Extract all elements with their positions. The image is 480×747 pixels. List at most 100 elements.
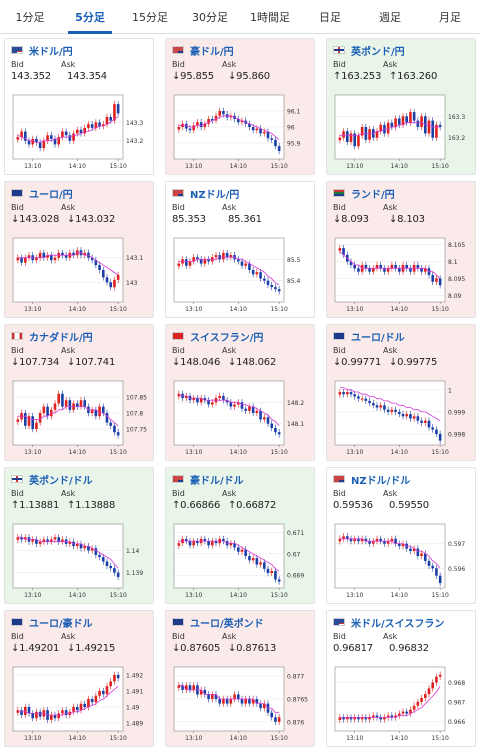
candle (338, 134, 342, 144)
candle (199, 394, 203, 406)
pair-name-link[interactable]: カナダドル/円 (29, 332, 93, 344)
rate-card[interactable]: ユーロ/豪ドル Bid Ask ↓1.49201 ↓1.49215 1.492 1.491 1… (4, 610, 154, 747)
mini-candlestick-chart[interactable]: 107.85 107.8 107.75 13:10 14:10 15:10 (11, 377, 149, 459)
rate-card[interactable]: 豪ドル/円 Bid Ask ↓95.855 ↓95.860 96.1 96 95.9 13:10… (165, 38, 315, 175)
candle (368, 125, 371, 143)
candle (368, 538, 371, 547)
x-tick-label: 15:10 (431, 449, 448, 456)
pair-name-link[interactable]: ユーロ/円 (29, 189, 73, 201)
mini-candlestick-chart[interactable]: 0.671 0.67 0.669 13:10 14:10 15:10 (172, 520, 310, 602)
pair-name-link[interactable]: 米ドル/スイスフラン (351, 618, 445, 630)
mini-candlestick-chart[interactable]: 148.2 148.1 13:10 14:10 15:10 (172, 377, 310, 459)
candle (23, 703, 27, 719)
candle (94, 256, 98, 269)
y-tick-label: 0.968 (448, 680, 465, 687)
y-tick-label: 143.1 (126, 255, 143, 262)
rate-card[interactable]: 英ポンド/ドル Bid Ask ↑1.13881 ↑1.13888 1.14 1.139 13… (4, 467, 154, 604)
candle (16, 707, 20, 716)
moving-average-line (17, 252, 119, 276)
pair-name-link[interactable]: ユーロ/豪ドル (29, 618, 93, 630)
pair-name-link[interactable]: 米ドル/円 (29, 46, 73, 58)
ask-label: Ask (383, 60, 398, 69)
pair-name-link[interactable]: 豪ドル/ドル (190, 475, 244, 487)
candle (405, 113, 409, 126)
rate-card[interactable]: ユーロ/英ポンド Bid Ask ↓0.87605 ↓0.87613 0.877 0.876… (165, 610, 315, 747)
tab-2[interactable]: 15分足 (132, 10, 168, 24)
pair-name-link[interactable]: ユーロ/英ポンド (190, 618, 264, 630)
rate-card[interactable]: カナダドル/円 Bid Ask ↓107.734 ↓107.741 107.85 107.8… (4, 324, 154, 461)
candle (274, 424, 277, 436)
y-tick-label: 1.49 (126, 705, 140, 712)
rate-card[interactable]: ユーロ/ドル Bid Ask ↓0.99771 ↓0.99775 1 0.999 0.998 1… (326, 324, 476, 461)
candle (83, 124, 87, 137)
mini-candlestick-chart[interactable]: 0.877 0.8765 0.876 13:10 14:10 15:10 (172, 663, 310, 745)
mini-candlestick-chart[interactable]: 85.5 85.4 13:10 14:10 15:10 (172, 234, 310, 316)
gb-flag-icon (11, 475, 23, 483)
tab-0[interactable]: 1分足 (15, 10, 45, 24)
candle (375, 402, 379, 411)
mini-candlestick-chart[interactable]: 8.105 8.1 8.095 8.09 13:10 14:10 15:10 (333, 234, 471, 316)
pair-name-link[interactable]: NZドル/ドル (351, 475, 411, 487)
tab-3[interactable]: 30分足 (192, 10, 228, 24)
candle (383, 265, 386, 275)
tab-5[interactable]: 日足 (319, 10, 341, 24)
bid-ask-values: ↓0.87605 ↓0.87613 (172, 643, 308, 656)
card-header: ユーロ/円 (11, 186, 147, 201)
candle (427, 417, 431, 431)
candle (342, 244, 345, 259)
candle (94, 545, 98, 559)
mini-candlestick-chart[interactable]: 1.14 1.139 13:10 14:10 15:10 (11, 520, 149, 602)
candle (270, 281, 274, 291)
mini-candlestick-chart[interactable]: 0.968 0.967 0.966 13:10 14:10 15:10 (333, 663, 471, 745)
tab-4[interactable]: 1時間足 (250, 10, 290, 24)
ask-label: Ask (222, 60, 237, 69)
mini-candlestick-chart[interactable]: 143.3 143.2 13:10 14:10 15:10 (11, 91, 149, 173)
rate-card[interactable]: 英ポンド/円 Bid Ask ↑163.253 ↑163.260 163.3 163.2 13… (326, 38, 476, 175)
ch-flag-icon (172, 332, 184, 340)
pair-name-link[interactable]: NZドル/円 (190, 189, 240, 201)
nz-flag-icon (172, 189, 184, 197)
rate-card[interactable]: 豪ドル/ドル Bid Ask ↑0.66866 ↑0.66872 0.671 0.67 0.6… (165, 467, 315, 604)
moving-average-line (17, 406, 119, 427)
x-tick-label: 14:10 (391, 163, 408, 170)
candle (61, 128, 64, 141)
tab-7[interactable]: 月足 (439, 10, 461, 24)
candle (61, 390, 64, 410)
pair-name-link[interactable]: スイスフラン/円 (190, 332, 264, 344)
mini-candlestick-chart[interactable]: 0.597 0.596 13:10 14:10 15:10 (333, 520, 471, 602)
candle (42, 403, 46, 417)
mini-candlestick-chart[interactable]: 1.492 1.491 1.49 1.489 13:10 14:10 15:10 (11, 663, 149, 745)
rate-card[interactable]: ランド/円 Bid Ask ↓8.093 ↓8.103 8.105 8.1 8.095 8.09… (326, 181, 476, 318)
tab-6[interactable]: 週足 (379, 10, 401, 24)
mini-candlestick-chart[interactable]: 163.3 163.2 13:10 14:10 15:10 (333, 91, 471, 173)
rate-card[interactable]: NZドル/円 Bid Ask 85.353 85.361 85.5 85.4 13:10 14:… (165, 181, 315, 318)
candle (390, 119, 394, 131)
pair-name-link[interactable]: 豪ドル/円 (190, 46, 234, 58)
rate-card[interactable]: NZドル/ドル Bid Ask 0.59536 0.59550 0.597 0.596 13:… (326, 467, 476, 604)
candle (240, 399, 244, 412)
tab-1[interactable]: 5分足 (60, 0, 120, 34)
mini-candlestick-chart[interactable]: 1 0.999 0.998 13:10 14:10 15:10 (333, 377, 471, 459)
candle (90, 695, 94, 706)
candle (90, 545, 94, 554)
rate-card[interactable]: 米ドル/円 Bid Ask 143.352 143.354 143.3 143.2 13:10… (4, 38, 154, 175)
candle (266, 565, 270, 577)
x-tick-label: 13:10 (24, 592, 41, 599)
pair-name-link[interactable]: 英ポンド/ドル (29, 475, 93, 487)
rate-card[interactable]: スイスフラン/円 Bid Ask ↓148.046 ↓148.062 148.2 148.1… (165, 324, 315, 461)
candle (20, 128, 23, 141)
rate-card[interactable]: 米ドル/スイスフラン Bid Ask 0.96817 0.96832 0.968 0.967… (326, 610, 476, 747)
pair-name-link[interactable]: ユーロ/ドル (351, 332, 405, 344)
candle (42, 249, 46, 261)
mini-candlestick-chart[interactable]: 96.1 96 95.9 13:10 14:10 15:10 (172, 91, 310, 173)
x-tick-label: 14:10 (391, 306, 408, 313)
y-tick-label: 0.998 (448, 431, 465, 438)
candle (375, 261, 379, 272)
x-tick-label: 15:10 (270, 592, 287, 599)
candle (416, 545, 420, 560)
rate-card[interactable]: ユーロ/円 Bid Ask ↓143.028 ↓143.032 143.1 143 13:10… (4, 181, 154, 318)
plot-area (334, 380, 446, 446)
pair-name-link[interactable]: ランド/円 (351, 189, 395, 201)
mini-candlestick-chart[interactable]: 143.1 143 13:10 14:10 15:10 (11, 234, 149, 316)
pair-name-link[interactable]: 英ポンド/円 (351, 46, 405, 58)
